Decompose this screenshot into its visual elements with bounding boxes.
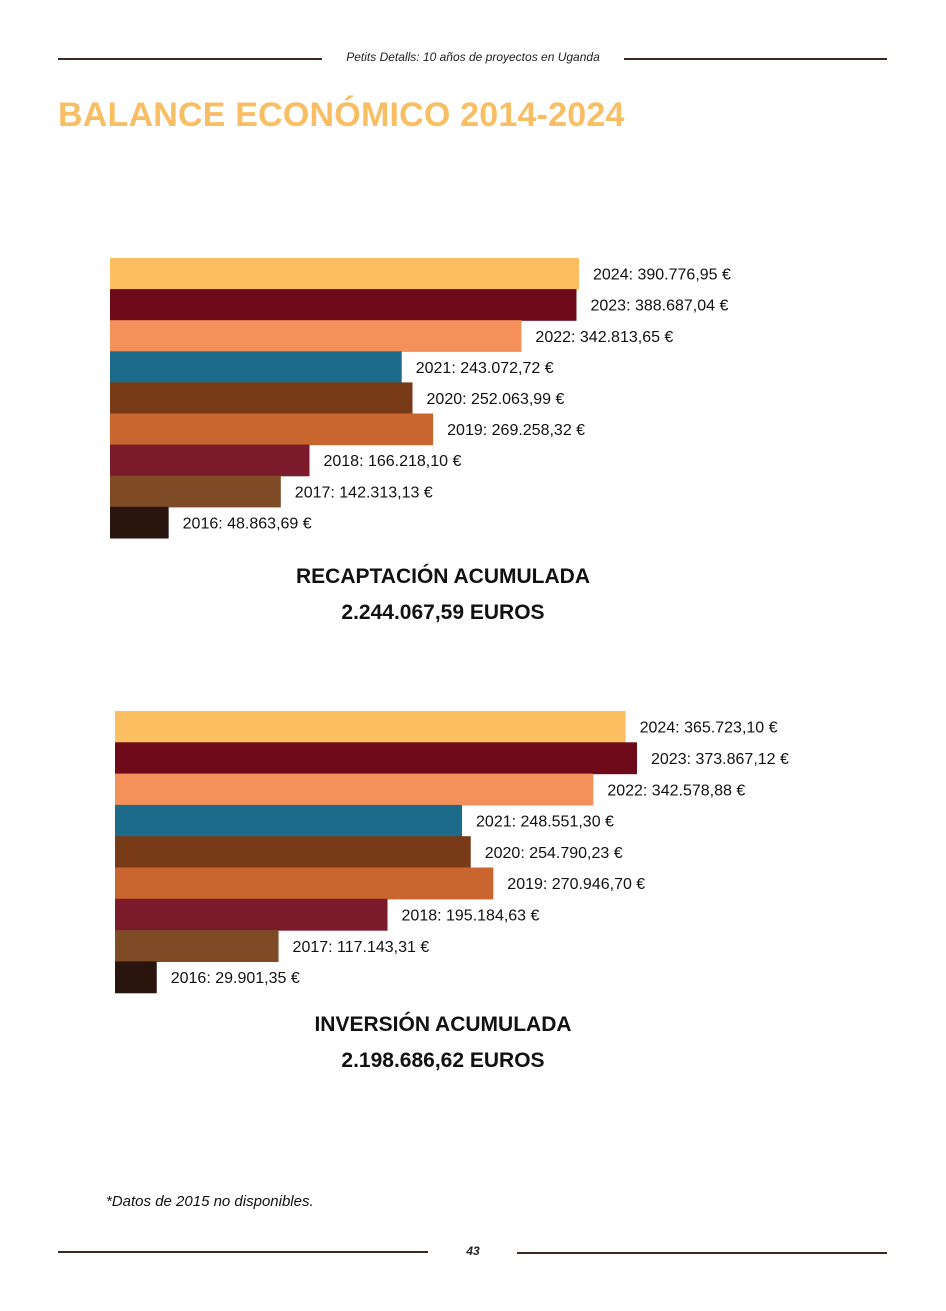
bar-2017 xyxy=(110,475,281,508)
header-rule-right xyxy=(624,58,887,60)
bar-label-2022: 2022: 342.578,88 € xyxy=(607,782,745,799)
running-header: Petits Detalls: 10 años de proyectos en … xyxy=(346,50,600,64)
bar-2017 xyxy=(115,930,279,962)
bar-label-2021: 2021: 248.551,30 € xyxy=(476,814,614,831)
bar-label-2016: 2016: 48.863,69 € xyxy=(183,515,312,532)
bar-2024 xyxy=(110,258,579,290)
fundraising-caption-total: 2.244.067,59 EUROS xyxy=(341,601,545,624)
fundraising-caption: RECAPTACIÓN ACUMULADA 2.244.067,59 EUROS xyxy=(0,559,886,631)
bar-label-2020: 2020: 254.790,23 € xyxy=(485,845,623,862)
bar-2021 xyxy=(115,804,463,837)
bar-2023 xyxy=(110,289,577,321)
bar-label-2017: 2017: 117.143,31 € xyxy=(293,939,430,956)
bar-label-2016: 2016: 29.901,35 € xyxy=(171,970,300,987)
bar-2022 xyxy=(110,320,522,352)
bar-2016 xyxy=(115,961,157,994)
bar-label-2023: 2023: 388.687,04 € xyxy=(590,298,728,315)
bar-2018 xyxy=(115,898,388,931)
bar-2023 xyxy=(115,742,637,775)
bar-2019 xyxy=(110,413,434,446)
bar-label-2018: 2018: 195.184,63 € xyxy=(402,907,540,924)
footer-rule-right xyxy=(517,1252,887,1254)
investment-caption-title: INVERSIÓN ACUMULADA xyxy=(314,1013,572,1036)
bar-2019 xyxy=(115,867,494,900)
investment-chart-svg: 2024: 365.723,10 € 2023: 373.867,12 € 2022… xyxy=(115,711,789,994)
bar-label-2021: 2021: 243.072,72 € xyxy=(416,360,554,377)
bar-2024 xyxy=(115,711,626,743)
bar-label-2024: 2024: 390.776,95 € xyxy=(593,267,731,284)
investment-bar-chart: 2024: 365.723,10 € 2023: 373.867,12 € 2022… xyxy=(0,711,946,995)
bar-2016 xyxy=(110,506,169,539)
page-title: BALANCE ECONÓMICO 2014-2024 xyxy=(58,96,625,134)
bar-label-2019: 2019: 269.258,32 € xyxy=(447,422,585,439)
bar-label-2024: 2024: 365.723,10 € xyxy=(640,720,778,737)
page-number: 43 xyxy=(466,1244,480,1258)
bar-2022 xyxy=(115,773,594,806)
fundraising-caption-title: RECAPTACIÓN ACUMULADA xyxy=(296,565,590,588)
bar-label-2018: 2018: 166.218,10 € xyxy=(323,453,461,470)
bar-label-2023: 2023: 373.867,12 € xyxy=(651,751,789,768)
fundraising-chart-svg: 2024: 390.776,95 € 2023: 388.687,04 € 2022… xyxy=(110,258,731,539)
investment-caption-total: 2.198.686,62 EUROS xyxy=(341,1049,545,1072)
footnote: *Datos de 2015 no disponibles. xyxy=(106,1193,314,1210)
footer-rule-left xyxy=(58,1251,428,1253)
header-rule-left xyxy=(58,58,322,60)
bar-label-2017: 2017: 142.313,13 € xyxy=(295,484,433,501)
bar-2018 xyxy=(110,444,310,477)
fundraising-bar-chart: 2024: 390.776,95 € 2023: 388.687,04 € 2022… xyxy=(0,258,946,543)
investment-caption: INVERSIÓN ACUMULADA 2.198.686,62 EUROS xyxy=(0,1007,886,1079)
bar-2021 xyxy=(110,351,402,383)
bar-2020 xyxy=(110,382,413,415)
bar-label-2020: 2020: 252.063,99 € xyxy=(427,391,565,408)
bar-label-2019: 2019: 270.946,70 € xyxy=(507,876,645,893)
bar-2020 xyxy=(115,836,471,869)
bar-label-2022: 2022: 342.813,65 € xyxy=(535,329,673,346)
